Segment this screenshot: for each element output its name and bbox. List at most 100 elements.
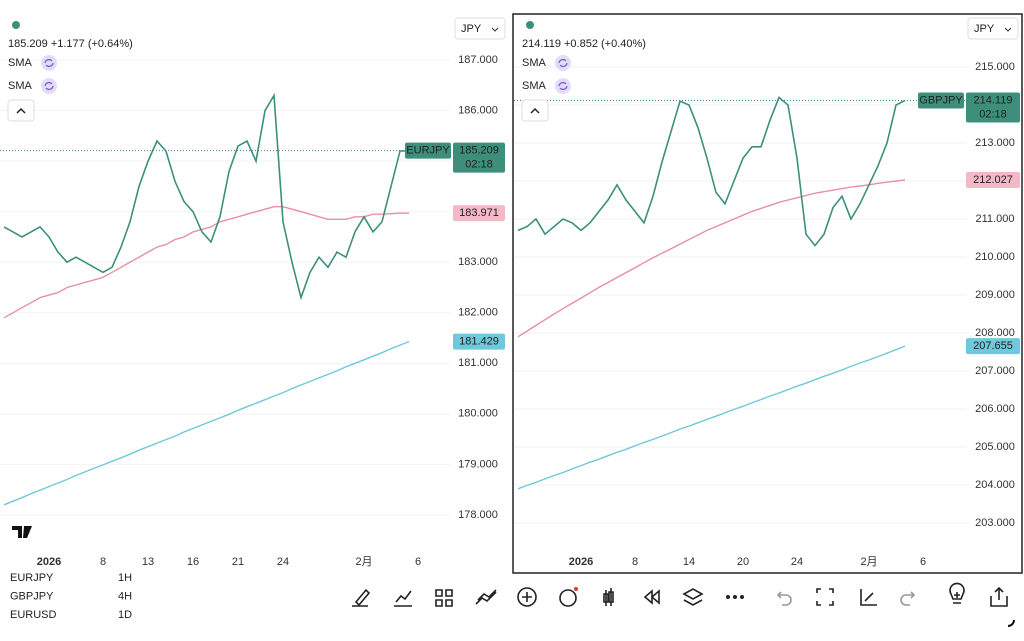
alert[interactable]: [559, 589, 577, 607]
indicator-label: SMA: [522, 57, 547, 69]
y-tick-label: 186.000: [458, 105, 498, 117]
symbol-interval[interactable]: 4H: [118, 590, 132, 602]
chevron: [1004, 27, 1012, 32]
status-dot: [526, 21, 534, 29]
collapse-button[interactable]: [7, 99, 35, 122]
indicator-toggle[interactable]: [555, 55, 571, 71]
y-tick-label: 208.000: [975, 327, 1015, 339]
currency-select[interactable]: [454, 17, 506, 40]
price-tag: [453, 142, 505, 173]
indicator-label: SMA: [8, 57, 33, 69]
series-line: [517, 345, 906, 490]
add[interactable]: [517, 587, 537, 607]
series-line: [517, 179, 906, 338]
x-tick-label: 20: [737, 556, 749, 568]
symbol-name[interactable]: EURJPY: [10, 572, 54, 584]
y-tick-label: 210.000: [975, 251, 1015, 263]
replay[interactable]: [643, 589, 660, 605]
x-tick-label: 24: [791, 556, 803, 568]
y-tick-label: 183.000: [458, 256, 498, 268]
quote: 185.209 +1.177 (+0.64%): [8, 38, 133, 50]
ideas[interactable]: [949, 582, 965, 604]
indicator-icon: [44, 58, 54, 68]
undo[interactable]: [776, 591, 792, 606]
x-tick-label: 16: [187, 556, 199, 568]
sma-tag: [453, 205, 505, 222]
y-tick-label: 179.000: [458, 458, 498, 470]
more[interactable]: [726, 595, 744, 599]
price-tag: [966, 92, 1020, 123]
y-tick-label: 180.000: [458, 408, 498, 420]
x-tick-label: 21: [232, 556, 244, 568]
series-line: [3, 92, 410, 301]
chevron: [491, 27, 499, 32]
currency-select[interactable]: [967, 17, 1019, 40]
series-line: [3, 206, 409, 319]
symbol-interval[interactable]: 1D: [118, 609, 132, 621]
currency-label: JPY: [461, 23, 482, 35]
tv-logo: [12, 526, 32, 538]
sma-label: 207.655: [973, 340, 1013, 352]
y-tick-label: 181.000: [458, 357, 498, 369]
x-tick-label: 24: [277, 556, 289, 568]
x-tick-label: 14: [683, 556, 695, 568]
x-tick-label: 2月: [355, 556, 372, 568]
share[interactable]: [990, 586, 1008, 607]
symbol-name[interactable]: GBPJPY: [10, 590, 54, 602]
sma-label: 181.429: [459, 336, 499, 348]
countdown: 02:18: [465, 159, 493, 171]
x-tick-label: 6: [920, 556, 926, 568]
y-tick-label: 209.000: [975, 289, 1015, 301]
indicator-toggle[interactable]: [41, 55, 57, 71]
layers[interactable]: [682, 588, 704, 606]
sma-tag: [453, 333, 505, 350]
candles[interactable]: [603, 588, 614, 606]
x-tick-label: 2月: [860, 556, 877, 568]
y-tick-label: 204.000: [975, 479, 1015, 491]
series-line: [3, 340, 410, 506]
symbol-name[interactable]: EURUSD: [10, 609, 57, 621]
countdown: 02:18: [979, 108, 1007, 120]
redo[interactable]: [900, 591, 916, 606]
x-tick-label: 8: [100, 556, 106, 568]
symbol-label: EURJPY: [406, 145, 450, 157]
sma-tag: [966, 172, 1020, 189]
indicator-icon: [44, 81, 54, 91]
indicator-icon: [558, 58, 568, 68]
indicators[interactable]: [394, 590, 412, 607]
y-tick-label: 178.000: [458, 509, 498, 521]
collapse-button[interactable]: [521, 99, 549, 122]
symbol-interval[interactable]: 1H: [118, 572, 132, 584]
y-tick-label: 213.000: [975, 137, 1015, 149]
symbol-tag: [918, 92, 964, 109]
y-tick-label: 187.000: [458, 54, 498, 66]
indicator-toggle[interactable]: [555, 78, 571, 94]
status-dot: [12, 21, 20, 29]
toolbar-icons: [352, 582, 1008, 607]
y-tick-label: 215.000: [975, 61, 1015, 73]
x-tick-label: 13: [142, 556, 154, 568]
y-tick-label: 206.000: [975, 403, 1015, 415]
price-label: 214.119: [974, 94, 1013, 106]
indicator-label: SMA: [8, 80, 33, 92]
sma-label: 212.027: [973, 174, 1013, 186]
indicator-icon: [558, 81, 568, 91]
currency-label: JPY: [974, 23, 995, 35]
compare[interactable]: [475, 589, 497, 605]
sma-label: 183.971: [459, 207, 499, 219]
fullscreen[interactable]: [860, 589, 877, 606]
layouts[interactable]: [435, 589, 453, 607]
y-tick-label: 211.000: [976, 213, 1015, 225]
sma-tag: [966, 338, 1020, 355]
symbol-tag: [405, 142, 451, 159]
y-tick-label: 203.000: [975, 517, 1015, 529]
symbol-label: GBPJPY: [919, 94, 963, 106]
indicator-toggle[interactable]: [41, 78, 57, 94]
active-pane-border: [512, 13, 1023, 574]
bottom-toolbar: EURJPY 1H GBPJPY 4H EURUSD 1D: [10, 572, 132, 621]
y-tick-label: 205.000: [975, 441, 1015, 453]
screenshot[interactable]: [816, 588, 834, 606]
price-label: 185.209: [459, 145, 499, 157]
draw-tool[interactable]: [352, 588, 371, 607]
